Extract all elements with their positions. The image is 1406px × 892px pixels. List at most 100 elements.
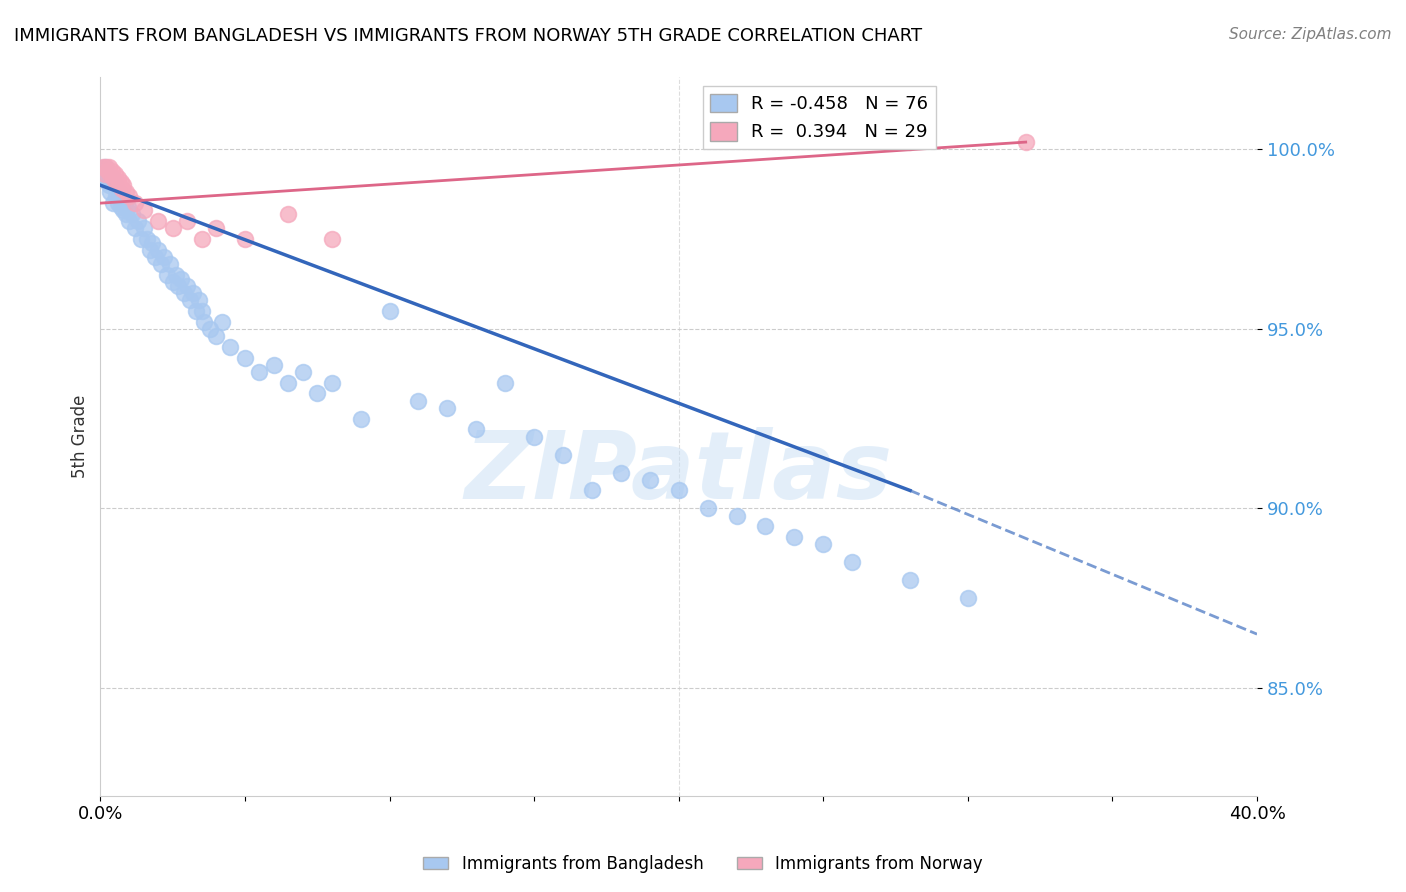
- Point: [94, 168, 117, 182]
- Point: [307, 386, 329, 401]
- Point: [148, 243, 170, 257]
- Point: [138, 243, 160, 257]
- Point: [98, 178, 121, 193]
- Y-axis label: 5th Grade: 5th Grade: [72, 395, 89, 478]
- Point: [112, 178, 135, 193]
- Point: [1015, 135, 1038, 149]
- Point: [523, 429, 546, 443]
- Point: [167, 278, 190, 293]
- Point: [112, 203, 135, 218]
- Point: [581, 483, 603, 498]
- Point: [143, 250, 166, 264]
- Point: [114, 196, 136, 211]
- Point: [263, 358, 285, 372]
- Point: [205, 329, 228, 343]
- Point: [110, 175, 132, 189]
- Legend: R = -0.458   N = 76, R =  0.394   N = 29: R = -0.458 N = 76, R = 0.394 N = 29: [703, 87, 936, 149]
- Point: [277, 207, 299, 221]
- Point: [205, 221, 228, 235]
- Point: [117, 200, 139, 214]
- Point: [129, 232, 152, 246]
- Point: [173, 285, 195, 300]
- Point: [135, 232, 157, 246]
- Point: [176, 278, 198, 293]
- Point: [101, 171, 124, 186]
- Point: [349, 411, 371, 425]
- Point: [783, 530, 806, 544]
- Point: [94, 160, 117, 174]
- Point: [115, 186, 138, 200]
- Point: [159, 257, 181, 271]
- Point: [104, 168, 127, 182]
- Point: [97, 175, 120, 189]
- Point: [121, 207, 143, 221]
- Point: [956, 591, 979, 606]
- Point: [108, 186, 131, 200]
- Point: [132, 203, 155, 218]
- Point: [148, 214, 170, 228]
- Text: Source: ZipAtlas.com: Source: ZipAtlas.com: [1229, 27, 1392, 42]
- Point: [115, 207, 138, 221]
- Point: [233, 232, 256, 246]
- Point: [93, 160, 115, 174]
- Point: [118, 214, 141, 228]
- Point: [494, 376, 516, 390]
- Point: [179, 293, 201, 307]
- Point: [153, 250, 176, 264]
- Point: [291, 365, 314, 379]
- Point: [97, 164, 120, 178]
- Point: [184, 304, 207, 318]
- Point: [219, 340, 242, 354]
- Point: [841, 555, 863, 569]
- Point: [668, 483, 690, 498]
- Point: [104, 178, 127, 193]
- Point: [150, 257, 173, 271]
- Point: [247, 365, 270, 379]
- Point: [200, 322, 222, 336]
- Point: [108, 178, 131, 193]
- Point: [170, 271, 193, 285]
- Legend: Immigrants from Bangladesh, Immigrants from Norway: Immigrants from Bangladesh, Immigrants f…: [416, 848, 990, 880]
- Point: [162, 275, 184, 289]
- Point: [103, 196, 125, 211]
- Text: ZIPatlas: ZIPatlas: [464, 426, 893, 518]
- Point: [638, 473, 661, 487]
- Point: [105, 175, 128, 189]
- Point: [165, 268, 187, 282]
- Point: [551, 448, 574, 462]
- Point: [813, 537, 835, 551]
- Point: [100, 186, 122, 200]
- Point: [103, 171, 125, 186]
- Point: [190, 304, 212, 318]
- Point: [110, 200, 132, 214]
- Point: [176, 214, 198, 228]
- Point: [93, 168, 115, 182]
- Point: [696, 501, 718, 516]
- Point: [193, 315, 215, 329]
- Point: [127, 214, 149, 228]
- Point: [754, 519, 776, 533]
- Point: [91, 160, 114, 174]
- Point: [118, 189, 141, 203]
- Point: [321, 232, 343, 246]
- Point: [321, 376, 343, 390]
- Point: [181, 285, 204, 300]
- Point: [610, 466, 633, 480]
- Point: [111, 182, 134, 196]
- Point: [378, 304, 401, 318]
- Point: [98, 160, 121, 174]
- Point: [105, 189, 128, 203]
- Point: [190, 232, 212, 246]
- Point: [91, 171, 114, 186]
- Point: [211, 315, 233, 329]
- Point: [898, 135, 921, 149]
- Point: [233, 351, 256, 365]
- Point: [101, 164, 124, 178]
- Point: [898, 574, 921, 588]
- Point: [132, 221, 155, 235]
- Point: [141, 235, 163, 250]
- Point: [725, 508, 748, 523]
- Point: [107, 171, 129, 186]
- Point: [124, 221, 146, 235]
- Point: [156, 268, 179, 282]
